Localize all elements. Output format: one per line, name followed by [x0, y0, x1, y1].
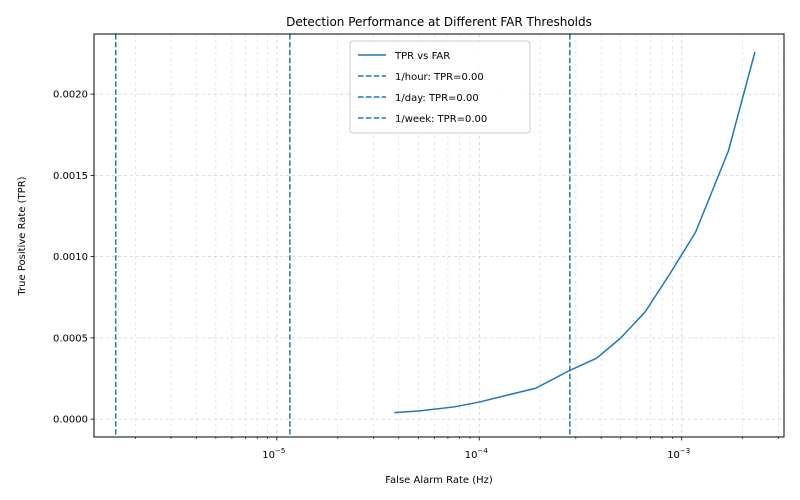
y-tick-label: 0.0020 [53, 90, 88, 101]
legend-label: 1/week: TPR=0.00 [395, 114, 487, 125]
x-tick-label: 10−3 [667, 447, 690, 461]
plot-frame [93, 33, 785, 438]
x-tick-label-base: 10 [262, 450, 275, 461]
x-tick-label-exponent: −4 [477, 447, 488, 455]
legend-label: 1/hour: TPR=0.00 [395, 72, 484, 83]
x-tick-label: 10−4 [465, 447, 489, 461]
series-line [394, 51, 756, 414]
y-tick-label: 0.0000 [53, 415, 88, 426]
grid [94, 34, 784, 437]
x-tick-label: 10−5 [262, 447, 285, 461]
x-tick-label-base: 10 [465, 450, 478, 461]
legend-label: TPR vs FAR [394, 51, 450, 62]
x-tick-label-base: 10 [667, 450, 680, 461]
x-axis-ticks: 10−5 10−4 10−3 [135, 437, 779, 461]
series-layer [394, 51, 756, 414]
y-axis-label: True Positive Rate (TPR) [17, 176, 28, 296]
y-tick-label: 0.0015 [53, 171, 88, 182]
legend-label: 1/day: TPR=0.00 [395, 93, 479, 104]
x-tick-label-exponent: −5 [275, 447, 285, 455]
legend-box [349, 40, 531, 134]
y-axis-ticks: 0.0000 0.0005 0.0010 0.0015 0.0020 [53, 90, 94, 426]
chart-title: Detection Performance at Different FAR T… [286, 15, 592, 29]
y-tick-label: 0.0005 [53, 333, 88, 344]
legend: TPR vs FAR 1/hour: TPR=0.00 1/day: TPR=0.0… [349, 40, 531, 134]
y-tick-label: 0.0010 [53, 252, 88, 263]
x-tick-label-exponent: −3 [680, 447, 690, 455]
x-axis-label: False Alarm Rate (Hz) [385, 475, 493, 486]
